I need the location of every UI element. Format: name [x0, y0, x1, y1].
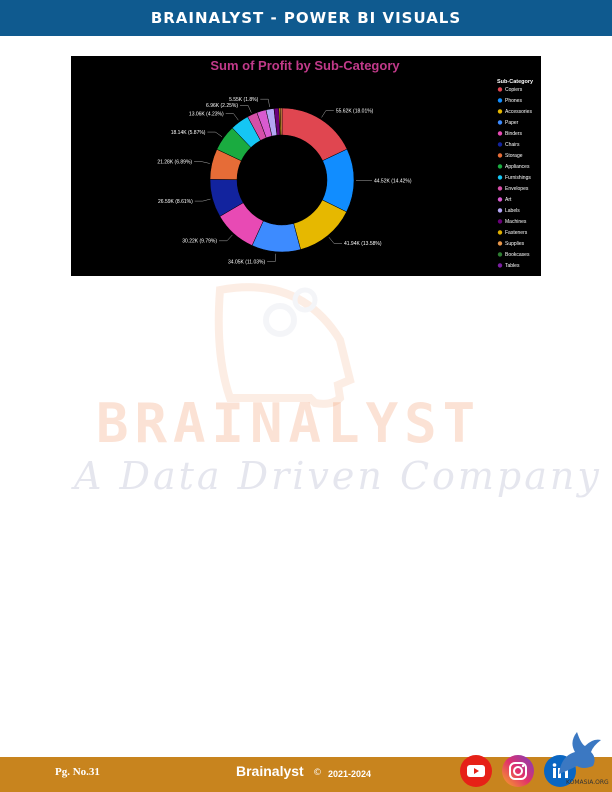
data-label-copiers: 55.62K (18.01%): [336, 108, 374, 114]
data-label-binders: 30.22K (9.79%): [182, 239, 217, 245]
legend-item-accessories[interactable]: Accessories: [505, 109, 532, 115]
watermark-head-icon: [214, 283, 355, 408]
legend-item-labels[interactable]: Labels: [505, 208, 520, 214]
leader-line-chairs: [194, 198, 211, 202]
leader-line-binders: [219, 234, 233, 242]
legend-marker-copiers: [497, 87, 503, 92]
data-label-envelopes: 6.96K (2.25%): [206, 103, 238, 109]
leader-line-labels: [260, 98, 270, 108]
legend-item-bookcases[interactable]: Bookcases: [505, 252, 530, 258]
page-number: Pg. No.31: [55, 766, 100, 778]
instagram-icon[interactable]: [502, 755, 534, 787]
leader-line-paper: [267, 253, 277, 262]
legend-item-art[interactable]: Art: [505, 197, 512, 203]
legend-marker-accessories: [497, 109, 503, 114]
legend-marker-furnishings: [497, 175, 503, 180]
page-header: BRAINALYST - POWER BI VISUALS: [0, 0, 612, 36]
leader-line-copiers: [321, 110, 334, 118]
legend-marker-storage: [497, 153, 503, 158]
header-title: BRAINALYST - POWER BI VISUALS: [150, 9, 462, 27]
donut-slice-supplies[interactable]: [280, 107, 283, 136]
legend-marker-tables: [497, 263, 503, 268]
legend-item-appliances[interactable]: Appliances: [505, 164, 530, 170]
legend-marker-labels: [497, 208, 503, 213]
leader-line-furnishings: [225, 113, 239, 121]
leader-line-envelopes: [240, 105, 252, 113]
data-label-chairs: 26.59K (8.61%): [158, 199, 193, 205]
footer-years: 2021-2024: [328, 769, 372, 779]
legend-item-machines[interactable]: Machines: [505, 219, 527, 225]
copyright-symbol: ©: [313, 768, 322, 778]
watermark-brand: BRAINALYST: [96, 392, 482, 455]
legend-marker-appliances: [497, 164, 503, 169]
legend-marker-bookcases: [497, 252, 503, 257]
legend-item-copiers[interactable]: Copiers: [505, 87, 523, 93]
data-label-phones: 44.52K (14.42%): [374, 178, 412, 184]
legend-marker-fasteners: [497, 230, 503, 235]
leader-line-accessories: [328, 237, 342, 244]
bird-logo-icon: [559, 732, 601, 774]
legend-marker-supplies: [497, 241, 503, 246]
legend-item-paper[interactable]: Paper: [505, 120, 519, 126]
legend-marker-paper: [497, 120, 503, 125]
legend-item-phones[interactable]: Phones: [505, 98, 522, 104]
watermark-tagline: A Data Driven Company: [74, 454, 602, 498]
legend-item-binders[interactable]: Binders: [505, 131, 522, 137]
data-label-accessories: 41.94K (13.58%): [344, 241, 382, 247]
chart-title: Sum of Profit by Sub-Category: [210, 58, 400, 73]
data-label-storage: 21.28K (6.89%): [157, 160, 192, 166]
legend-marker-phones: [497, 98, 503, 103]
legend-item-envelopes[interactable]: Envelopes: [505, 186, 529, 192]
bird-logo-text: KOMASIA.ORG: [566, 779, 609, 786]
legend-item-supplies[interactable]: Supplies: [505, 241, 525, 247]
footer-brand: Brainalyst: [236, 763, 304, 779]
youtube-icon[interactable]: [460, 755, 492, 787]
legend-item-tables[interactable]: Tables: [505, 263, 520, 269]
legend-marker-envelopes: [497, 186, 503, 191]
legend-item-chairs[interactable]: Chairs: [505, 142, 520, 148]
legend-title: Sub-Category: [497, 79, 534, 85]
legend-item-storage[interactable]: Storage: [505, 153, 523, 159]
legend-item-fasteners[interactable]: Fasteners: [505, 230, 528, 236]
legend-marker-art: [497, 197, 503, 202]
leader-line-storage: [194, 161, 210, 164]
legend-item-furnishings[interactable]: Furnishings: [505, 175, 531, 181]
legend-marker-chairs: [497, 142, 503, 147]
donut-chart-svg: Sum of Profit by Sub-Category 55.62K (18…: [157, 58, 534, 269]
legend-marker-machines: [497, 219, 503, 224]
data-label-labels: 5.55K (1.8%): [229, 97, 259, 103]
legend-marker-binders: [497, 131, 503, 136]
leader-line-appliances: [207, 131, 223, 137]
data-label-furnishings: 13.06K (4.23%): [189, 112, 224, 118]
donut-chart: Sum of Profit by Sub-Category 55.62K (18…: [71, 56, 541, 276]
data-label-paper: 34.05K (11.03%): [228, 260, 265, 266]
donut-slice-copiers[interactable]: [281, 107, 348, 162]
data-label-appliances: 18.14K (5.87%): [171, 130, 206, 136]
